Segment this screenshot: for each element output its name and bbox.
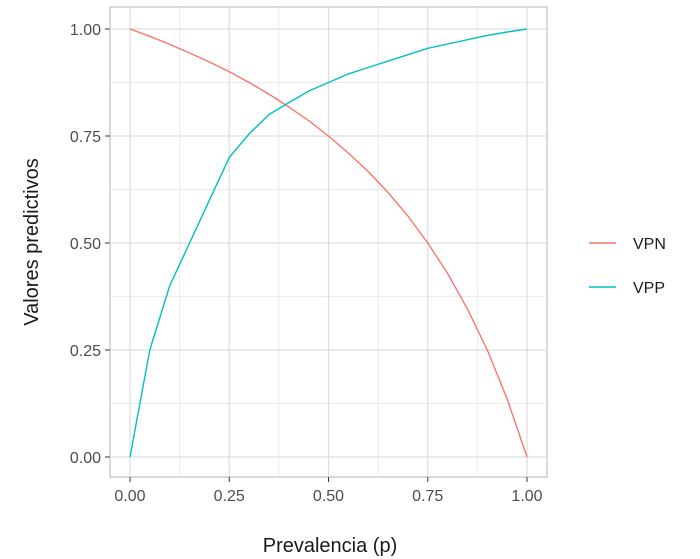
x-tick-label: 0.25	[214, 488, 245, 505]
y-axis-ticks: 0.00 0.25 0.50 0.75 1.00	[70, 22, 110, 467]
y-tick-label: 0.75	[70, 129, 101, 146]
x-axis-title: Prevalencia (p)	[263, 535, 398, 557]
y-tick-label: 0.25	[70, 343, 101, 360]
x-axis-ticks: 0.00 0.25 0.50 0.75 1.00	[114, 477, 543, 505]
y-axis-title: Valores predictivos	[21, 158, 43, 325]
series-line-vpp	[129, 28, 528, 458]
gridlines	[110, 7, 547, 477]
legend: VPN VPP	[589, 236, 666, 297]
legend-label-vpn: VPN	[633, 236, 666, 253]
x-tick-label: 1.00	[511, 488, 542, 505]
series-line-vpn	[129, 28, 528, 458]
y-tick-label: 1.00	[70, 22, 101, 39]
legend-label-vpp: VPP	[633, 280, 665, 297]
x-tick-label: 0.50	[313, 488, 344, 505]
y-tick-label: 0.00	[70, 450, 101, 467]
y-tick-label: 0.50	[70, 236, 101, 253]
x-tick-label: 0.00	[114, 488, 145, 505]
series-lines	[129, 28, 528, 458]
x-tick-label: 0.75	[412, 488, 443, 505]
